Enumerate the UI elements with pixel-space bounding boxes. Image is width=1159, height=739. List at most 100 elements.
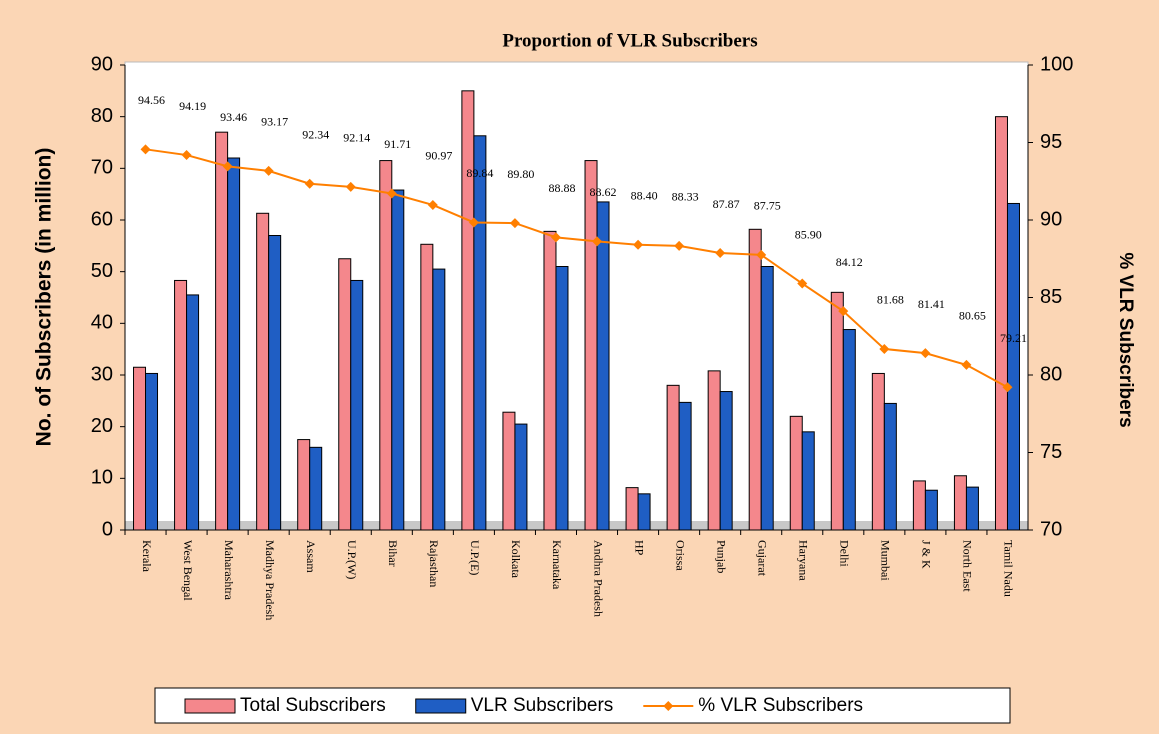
line-marker	[550, 232, 561, 243]
x-tick-label: Punjab	[714, 540, 728, 573]
bar	[338, 258, 352, 531]
data-label: 87.75	[754, 199, 781, 213]
bar	[871, 372, 885, 531]
y-tick-label: 20	[91, 415, 113, 437]
x-tick-label: U.P.(E)	[468, 540, 482, 575]
x-tick-label: Delhi	[838, 540, 852, 567]
legend-label: % VLR Subscribers	[698, 695, 863, 716]
line-marker	[263, 165, 274, 176]
bar	[912, 480, 926, 531]
x-tick-label: Mumbai	[879, 540, 893, 581]
bar	[953, 475, 967, 531]
line-marker	[304, 178, 315, 189]
data-label: 89.80	[507, 167, 534, 181]
data-label: 79.21	[1000, 331, 1027, 345]
x-tick-label: Madhya Pradesh	[263, 540, 277, 620]
x-tick-label: Gujarat	[755, 540, 769, 577]
x-tick-label: Andhra Pradesh	[591, 540, 605, 617]
x-tick-label: Tamil Nadu	[1002, 540, 1016, 597]
data-label: 80.65	[959, 309, 986, 323]
line-marker	[879, 343, 890, 354]
x-tick-label: North East	[961, 540, 975, 592]
bar	[420, 243, 434, 531]
bar	[994, 116, 1008, 531]
line-marker	[592, 236, 603, 247]
line-marker	[920, 348, 931, 359]
x-tick-label: J & K	[920, 540, 934, 569]
line-marker	[674, 240, 685, 251]
bar	[555, 266, 569, 531]
y-tick-label: 60	[91, 208, 113, 230]
data-label: 88.62	[590, 185, 617, 199]
x-tick-label: Haryana	[797, 540, 811, 581]
line-marker	[509, 218, 520, 229]
y2-tick-label: 80	[1040, 363, 1062, 385]
bar	[391, 189, 405, 531]
y2-tick-label: 85	[1040, 286, 1062, 308]
y2-tick-label: 95	[1040, 131, 1062, 153]
legend-marker	[663, 701, 674, 711]
x-tick-label: Orissa	[673, 540, 687, 571]
bar	[268, 235, 282, 531]
y-tick-label: 80	[91, 105, 113, 127]
data-label: 92.14	[343, 131, 370, 145]
bar	[297, 439, 311, 531]
x-tick-label: Kerala	[140, 540, 154, 573]
bar	[596, 201, 610, 531]
bar	[719, 391, 733, 531]
bar	[543, 230, 557, 531]
line-marker	[181, 150, 192, 161]
data-label: 90.97	[425, 149, 452, 163]
legend-label: Total Subscribers	[240, 695, 386, 716]
line-marker	[345, 181, 356, 192]
data-label: 81.68	[877, 293, 904, 307]
data-label: 91.71	[384, 137, 411, 151]
x-tick-label: Bihar	[386, 540, 400, 567]
bar	[256, 212, 270, 531]
data-label: 94.56	[138, 93, 165, 107]
bar	[133, 366, 147, 531]
bar	[461, 90, 475, 531]
bar	[145, 372, 159, 531]
bar	[584, 160, 598, 531]
bar	[625, 487, 639, 531]
line-marker	[1002, 382, 1013, 393]
x-tick-label: U.P.(W)	[345, 540, 359, 579]
data-label: 81.41	[918, 297, 945, 311]
y2-tick-label: 75	[1040, 441, 1062, 463]
line-marker	[427, 199, 438, 210]
bar	[227, 157, 241, 531]
bar	[883, 402, 897, 531]
bar	[174, 279, 188, 531]
chart-title: Proportion of VLR Subscribers	[502, 30, 757, 51]
x-tick-label: Rajasthan	[427, 540, 441, 587]
bar	[924, 489, 938, 531]
bar	[350, 279, 364, 531]
y2-tick-label: 100	[1040, 53, 1073, 75]
y-tick-label: 50	[91, 260, 113, 282]
bar	[502, 411, 516, 531]
bar	[186, 294, 200, 531]
legend-label: VLR Subscribers	[471, 695, 614, 716]
bar	[789, 415, 803, 531]
line-marker	[756, 249, 767, 260]
y-tick-label: 0	[102, 518, 113, 540]
line-marker	[715, 248, 726, 259]
legend-swatch	[415, 698, 467, 714]
data-label: 89.84	[466, 166, 493, 180]
line-marker	[838, 306, 849, 317]
y2-tick-label: 70	[1040, 518, 1062, 540]
data-label: 84.12	[836, 255, 863, 269]
bar	[830, 291, 844, 531]
data-label: 88.88	[548, 181, 575, 195]
bar	[666, 384, 680, 531]
bar	[965, 486, 979, 531]
bar	[678, 401, 692, 531]
bar	[842, 329, 856, 531]
y-tick-label: 30	[91, 363, 113, 385]
x-tick-label: Assam	[304, 540, 318, 573]
y2-tick-label: 90	[1040, 208, 1062, 230]
bar	[1006, 202, 1020, 531]
data-label: 88.33	[672, 190, 699, 204]
